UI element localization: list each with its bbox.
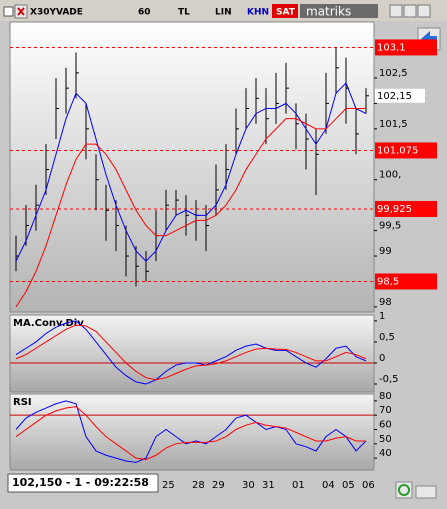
scale[interactable]: LIN <box>215 8 232 18</box>
status-box <box>7 473 159 493</box>
level-label: 103,1 <box>377 42 406 53</box>
y-tick-label: 101,5 <box>379 119 408 130</box>
x-tick-label: 04 <box>322 480 335 491</box>
x-tick-label: 06 <box>362 480 375 491</box>
x-tick-label: 31 <box>262 480 275 491</box>
level-label: 99,925 <box>377 204 412 215</box>
y-tick-label: -0,5 <box>379 374 399 385</box>
brand-bg <box>300 4 378 18</box>
y-tick-label: 40 <box>379 448 392 459</box>
khn[interactable]: KHN <box>247 8 269 18</box>
close-window-button[interactable] <box>417 4 431 18</box>
x-tick-label: 30 <box>242 480 255 491</box>
level-box <box>375 273 437 290</box>
x-tick-label: 01 <box>292 480 305 491</box>
y-tick-label: 98 <box>379 297 392 308</box>
level-box <box>375 200 437 217</box>
refresh-icon <box>398 484 410 496</box>
x-tick-label: 25 <box>162 480 175 491</box>
level-box <box>375 142 437 159</box>
x-tick-label: 29 <box>212 480 225 491</box>
y-tick-label: 0,5 <box>379 332 395 343</box>
sat[interactable]: SAT <box>276 8 296 18</box>
rsi-panel <box>9 393 375 471</box>
y-tick-label: 102,5 <box>379 68 408 79</box>
period[interactable]: 60 <box>138 8 151 18</box>
y-tick-label: 100, <box>379 170 401 181</box>
max-button[interactable] <box>403 4 417 18</box>
indicator-line <box>15 324 367 381</box>
status: 102,150 - 1 - 09:22:58 <box>12 476 149 489</box>
panel-title: RSI <box>13 397 32 408</box>
level-label: 101,075 <box>377 145 418 156</box>
brand: matriks <box>306 5 351 19</box>
scroll-arrows[interactable] <box>415 485 437 499</box>
price-panel <box>9 21 375 313</box>
y-tick-label: 70 <box>379 405 392 416</box>
close-icon <box>17 7 25 16</box>
panel-title: MA.Conv.Div <box>13 318 84 329</box>
symbol[interactable]: X30YVADE <box>30 8 83 18</box>
indicator-line <box>15 107 366 308</box>
level-box <box>375 39 437 56</box>
level-label: 98,5 <box>377 276 399 287</box>
y-tick-label: 50 <box>379 434 392 445</box>
indicator-line <box>15 320 367 385</box>
x-tick-label: 05 <box>342 480 355 491</box>
arrow-icon <box>421 31 437 47</box>
currency[interactable]: TL <box>178 8 190 18</box>
y-tick-label: 99,5 <box>379 221 401 232</box>
y-tick-label: 60 <box>379 419 392 430</box>
indicator-line <box>15 406 366 461</box>
sat-bg[interactable] <box>272 4 298 18</box>
last-box <box>375 88 425 103</box>
down-button[interactable] <box>389 4 403 18</box>
y-tick-label: 80 <box>379 391 392 402</box>
y-tick-label: 99 <box>379 246 392 257</box>
x-tick-label: 28 <box>192 480 205 491</box>
y-tick-label: 0 <box>379 353 385 364</box>
checkbox[interactable] <box>3 6 14 17</box>
last-label: 102,15 <box>377 91 412 102</box>
y-tick-label: 1 <box>379 311 385 322</box>
indicator-line <box>15 82 367 262</box>
